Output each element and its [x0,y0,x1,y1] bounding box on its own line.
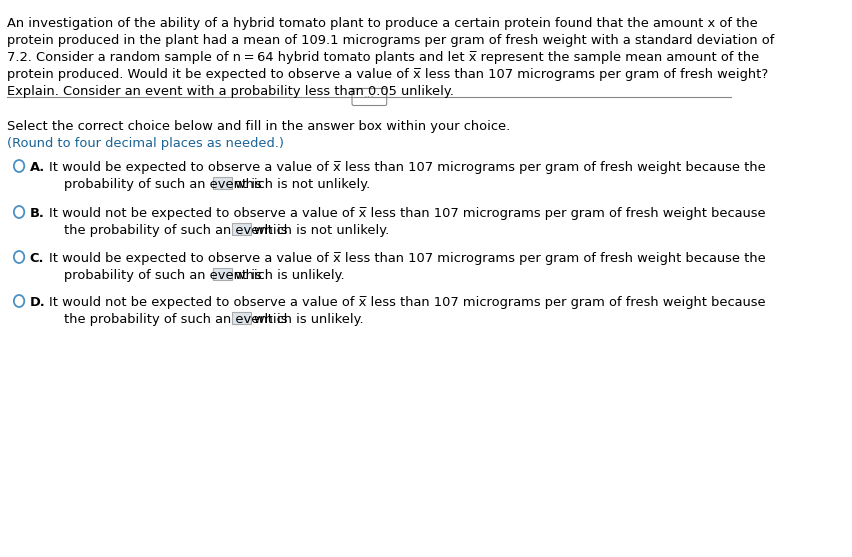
Text: A.: A. [30,161,44,174]
Text: which is not unlikely.: which is not unlikely. [254,224,389,237]
Text: (Round to four decimal places as needed.): (Round to four decimal places as needed.… [7,137,284,150]
Text: It would be expected to observe a value of x̅ less than 107 micrograms per gram : It would be expected to observe a value … [49,161,765,174]
FancyBboxPatch shape [212,177,232,189]
FancyBboxPatch shape [352,89,387,105]
Text: protein produced in the plant had a mean of 109.1 micrograms per gram of fresh w: protein produced in the plant had a mean… [7,34,774,47]
Text: ···: ··· [364,92,375,102]
Text: which is not unlikely.: which is not unlikely. [235,178,371,191]
Text: It would not be expected to observe a value of x̅ less than 107 micrograms per g: It would not be expected to observe a va… [49,296,765,309]
Text: probability of such an event is: probability of such an event is [64,178,262,191]
Text: which is unlikely.: which is unlikely. [235,269,345,282]
FancyBboxPatch shape [232,223,250,235]
FancyBboxPatch shape [212,268,232,280]
Text: C.: C. [30,252,44,265]
Text: 7.2. Consider a random sample of n = 64 hybrid tomato plants and let x̅ represen: 7.2. Consider a random sample of n = 64 … [7,51,759,64]
FancyBboxPatch shape [232,312,250,324]
Text: the probability of such an event is: the probability of such an event is [64,224,288,237]
Text: D.: D. [30,296,45,309]
Text: B.: B. [30,207,44,220]
Text: which is unlikely.: which is unlikely. [254,313,364,326]
Text: protein produced. Would it be expected to observe a value of x̅ less than 107 mi: protein produced. Would it be expected t… [7,68,769,81]
Text: Select the correct choice below and fill in the answer box within your choice.: Select the correct choice below and fill… [7,120,510,133]
Text: It would not be expected to observe a value of x̅ less than 107 micrograms per g: It would not be expected to observe a va… [49,207,765,220]
Text: Explain. Consider an event with a probability less than 0.05 unlikely.: Explain. Consider an event with a probab… [7,85,454,98]
Text: An investigation of the ability of a hybrid tomato plant to produce a certain pr: An investigation of the ability of a hyb… [7,17,757,30]
Text: probability of such an event is: probability of such an event is [64,269,262,282]
Text: It would be expected to observe a value of x̅ less than 107 micrograms per gram : It would be expected to observe a value … [49,252,765,265]
Text: the probability of such an event is: the probability of such an event is [64,313,288,326]
